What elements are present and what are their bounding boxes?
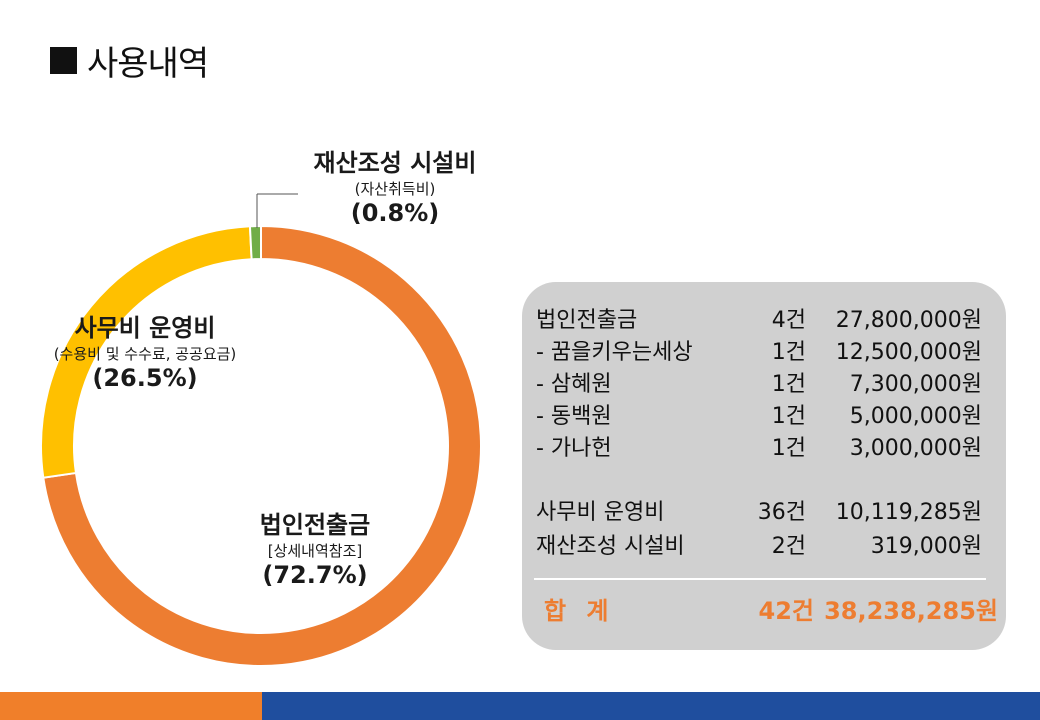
footer-bar-orange xyxy=(0,692,262,720)
row-amount: 319,000원 xyxy=(870,534,982,559)
table-row: - 가나헌 1건 3,000,000원 xyxy=(536,430,982,462)
slice-pct: (26.5%) xyxy=(92,364,198,392)
row-count: 36건 xyxy=(757,500,806,525)
row-name: - 꿈을키우는세상 xyxy=(536,340,693,365)
total-amount: 38,238,285원 xyxy=(824,596,998,625)
table-row: 재산조성 시설비 2건 319,000원 xyxy=(536,528,982,560)
row-amount: 7,300,000원 xyxy=(849,372,982,397)
total-row: 합 계 42건 38,238,285원 xyxy=(536,592,998,625)
table-row: - 동백원 1건 5,000,000원 xyxy=(536,398,982,430)
row-name: 법인전출금 xyxy=(536,308,638,333)
row-name: 재산조성 시설비 xyxy=(536,534,685,559)
slice-label-office: 사무비 운영비 (수용비 및 수수료, 공공요금) (26.5%) xyxy=(0,308,290,392)
total-count: 42건 xyxy=(758,596,814,625)
slice-sub: (자산취득비) xyxy=(354,180,436,198)
donut-slice-0 xyxy=(42,224,482,667)
table-row: - 꿈을키우는세상 1건 12,500,000원 xyxy=(536,334,982,366)
table-divider xyxy=(534,578,986,580)
row-count: 1건 xyxy=(771,436,806,461)
summary-panel xyxy=(522,282,1006,650)
total-name: 합 계 xyxy=(544,596,615,625)
slice-pct: (0.8%) xyxy=(350,199,440,227)
slice-pct: (72.7%) xyxy=(262,561,368,589)
row-name: - 삼혜원 xyxy=(536,372,612,397)
row-amount: 12,500,000원 xyxy=(835,340,982,365)
row-name: - 동백원 xyxy=(536,404,612,429)
row-amount: 27,800,000원 xyxy=(835,308,982,333)
table-row: 사무비 운영비 36건 10,119,285원 xyxy=(536,494,982,526)
slice-name: 법인전출금 xyxy=(259,511,371,539)
row-count: 2건 xyxy=(771,534,806,559)
footer-bar-blue xyxy=(262,692,1040,720)
square-bullet-icon xyxy=(50,47,77,74)
row-count: 1건 xyxy=(771,340,806,365)
slice-sub: [상세내역참조] xyxy=(267,542,363,560)
donut-slice-2 xyxy=(248,224,262,261)
row-amount: 10,119,285원 xyxy=(835,500,982,525)
table-row: 법인전출금 4건 27,800,000원 xyxy=(536,302,982,334)
slice-sub: (수용비 및 수수료, 공공요금) xyxy=(53,345,237,363)
row-count: 4건 xyxy=(771,308,806,333)
row-name: 사무비 운영비 xyxy=(536,500,665,525)
slice-name: 사무비 운영비 xyxy=(74,314,216,342)
table-row: - 삼혜원 1건 7,300,000원 xyxy=(536,366,982,398)
row-amount: 5,000,000원 xyxy=(849,404,982,429)
slice-label-law: 법인전출금 [상세내역참조] (72.7%) xyxy=(210,505,420,589)
row-count: 1건 xyxy=(771,404,806,429)
slice-name: 재산조성 시설비 xyxy=(313,149,477,177)
row-amount: 3,000,000원 xyxy=(849,436,982,461)
donut-chart xyxy=(40,193,482,667)
row-name: - 가나헌 xyxy=(536,436,612,461)
page-title-text: 사용내역 xyxy=(87,44,209,84)
page-title: 사용내역 xyxy=(50,36,209,85)
row-count: 1건 xyxy=(771,372,806,397)
slice-label-facility: 재산조성 시설비 (자산취득비) (0.8%) xyxy=(270,143,520,227)
